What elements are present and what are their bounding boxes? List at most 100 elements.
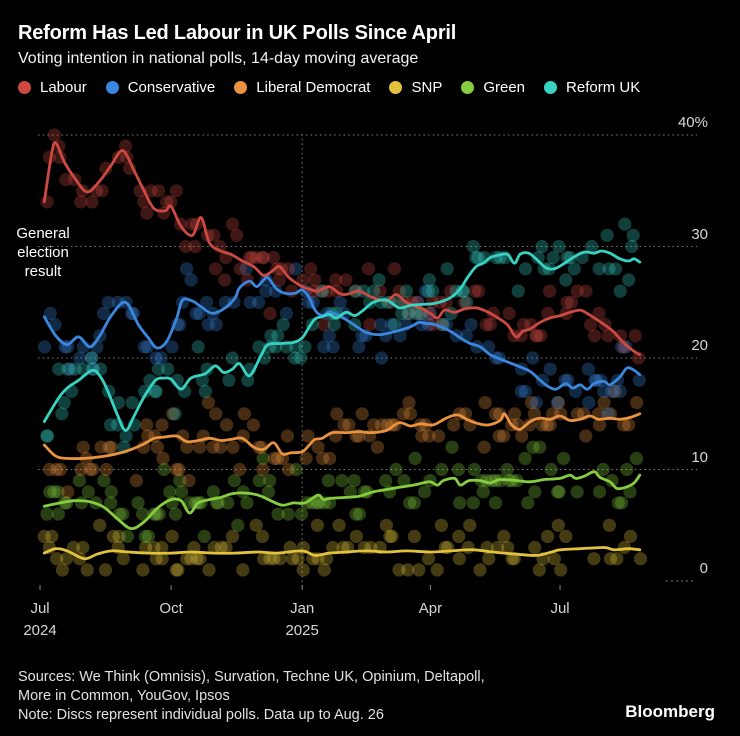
poll-dot bbox=[189, 306, 203, 320]
poll-dot bbox=[387, 262, 401, 276]
poll-dot bbox=[256, 451, 270, 465]
poll-dot bbox=[418, 485, 432, 499]
poll-dot bbox=[237, 407, 251, 421]
poll-dot bbox=[631, 351, 646, 365]
series-line-liberal-democrat bbox=[42, 412, 642, 460]
poll-dot bbox=[289, 262, 303, 276]
poll-dot bbox=[175, 485, 189, 499]
poll-dot bbox=[55, 563, 69, 577]
poll-dot bbox=[40, 429, 55, 443]
poll-dot bbox=[511, 284, 525, 298]
poll-dot bbox=[169, 184, 183, 198]
poll-dot bbox=[76, 440, 90, 454]
poll-dot bbox=[230, 228, 244, 242]
poll-dot bbox=[455, 284, 469, 298]
poll-dot bbox=[252, 474, 266, 488]
poll-dot bbox=[615, 496, 629, 510]
poll-dot bbox=[597, 384, 611, 398]
poll-dot bbox=[222, 373, 236, 387]
poll-dot bbox=[184, 273, 198, 287]
poll-dot bbox=[43, 306, 57, 320]
poll-dot bbox=[95, 184, 109, 198]
poll-dot bbox=[180, 262, 194, 276]
poll-dot bbox=[102, 440, 116, 454]
poll-dot bbox=[551, 518, 565, 532]
poll-dot bbox=[347, 474, 361, 488]
poll-dot bbox=[193, 306, 207, 320]
poll-dot bbox=[620, 462, 634, 477]
poll-dot bbox=[518, 262, 533, 276]
poll-dot bbox=[597, 396, 611, 410]
poll-dot bbox=[603, 552, 618, 566]
x-tick-label: Apr bbox=[418, 600, 443, 617]
poll-dot bbox=[138, 529, 152, 544]
poll-dot bbox=[182, 474, 196, 488]
poll-dot bbox=[407, 496, 421, 510]
poll-dot bbox=[213, 440, 228, 454]
poll-dot bbox=[524, 396, 539, 410]
legend-item-label: Reform UK bbox=[566, 79, 641, 96]
poll-dot bbox=[129, 474, 143, 488]
poll-dot bbox=[457, 295, 471, 309]
poll-dot bbox=[85, 351, 99, 365]
poll-dot bbox=[425, 295, 439, 309]
poll-dot bbox=[155, 552, 169, 566]
poll-dot bbox=[60, 552, 74, 566]
poll-dot bbox=[137, 340, 151, 354]
poll-dot bbox=[625, 239, 639, 254]
poll-dot bbox=[38, 340, 52, 354]
poll-dot bbox=[111, 295, 125, 309]
poll-dot bbox=[233, 262, 247, 276]
poll-dot bbox=[579, 284, 593, 298]
poll-dot bbox=[298, 340, 312, 354]
poll-dot bbox=[169, 563, 183, 577]
poll-dot bbox=[296, 273, 310, 287]
poll-dot bbox=[632, 373, 646, 387]
poll-dot bbox=[157, 462, 171, 477]
poll-dot bbox=[507, 407, 522, 421]
poll-dot bbox=[139, 540, 153, 555]
poll-dot bbox=[172, 462, 186, 477]
poll-dot bbox=[252, 295, 266, 309]
poll-dot bbox=[308, 273, 322, 287]
poll-dot bbox=[131, 496, 145, 510]
legend-dot-icon bbox=[18, 81, 31, 94]
poll-dot bbox=[120, 529, 135, 544]
poll-dot bbox=[592, 306, 606, 320]
poll-dot bbox=[165, 340, 179, 354]
poll-dot bbox=[53, 462, 68, 477]
poll-dot bbox=[259, 284, 273, 298]
poll-dot bbox=[207, 540, 221, 555]
poll-dot bbox=[370, 440, 385, 454]
poll-dot bbox=[104, 496, 118, 510]
poll-dot bbox=[516, 318, 531, 332]
poll-dot bbox=[601, 329, 615, 343]
poll-dot bbox=[515, 429, 529, 443]
poll-dot bbox=[291, 552, 305, 566]
page-subtitle: Voting intention in national polls, 14-d… bbox=[18, 50, 419, 67]
poll-dot bbox=[514, 329, 528, 343]
poll-dot bbox=[379, 474, 393, 488]
poll-dot bbox=[330, 407, 344, 421]
poll-dot bbox=[500, 462, 514, 477]
poll-dot bbox=[422, 273, 436, 287]
poll-dot bbox=[226, 440, 240, 454]
poll-dot bbox=[395, 306, 409, 320]
poll-dot bbox=[94, 362, 108, 376]
poll-dot bbox=[588, 329, 602, 343]
poll-dot bbox=[98, 563, 113, 577]
poll-dot bbox=[296, 563, 310, 577]
legend: Labour Conservative Liberal Democrat SNP Gre… bbox=[18, 79, 640, 96]
poll-dot bbox=[201, 318, 215, 332]
poll-dot bbox=[383, 529, 397, 544]
poll-dot bbox=[240, 496, 254, 510]
poll-dot bbox=[279, 306, 293, 320]
poll-dot bbox=[535, 239, 549, 254]
poll-dot bbox=[326, 540, 340, 555]
poll-dot bbox=[355, 407, 369, 421]
poll-dot bbox=[97, 474, 111, 488]
poll-dot bbox=[136, 507, 150, 521]
y-axis-label-30: 30 bbox=[691, 225, 708, 243]
poll-dot bbox=[349, 507, 363, 521]
poll-dot bbox=[191, 340, 205, 354]
